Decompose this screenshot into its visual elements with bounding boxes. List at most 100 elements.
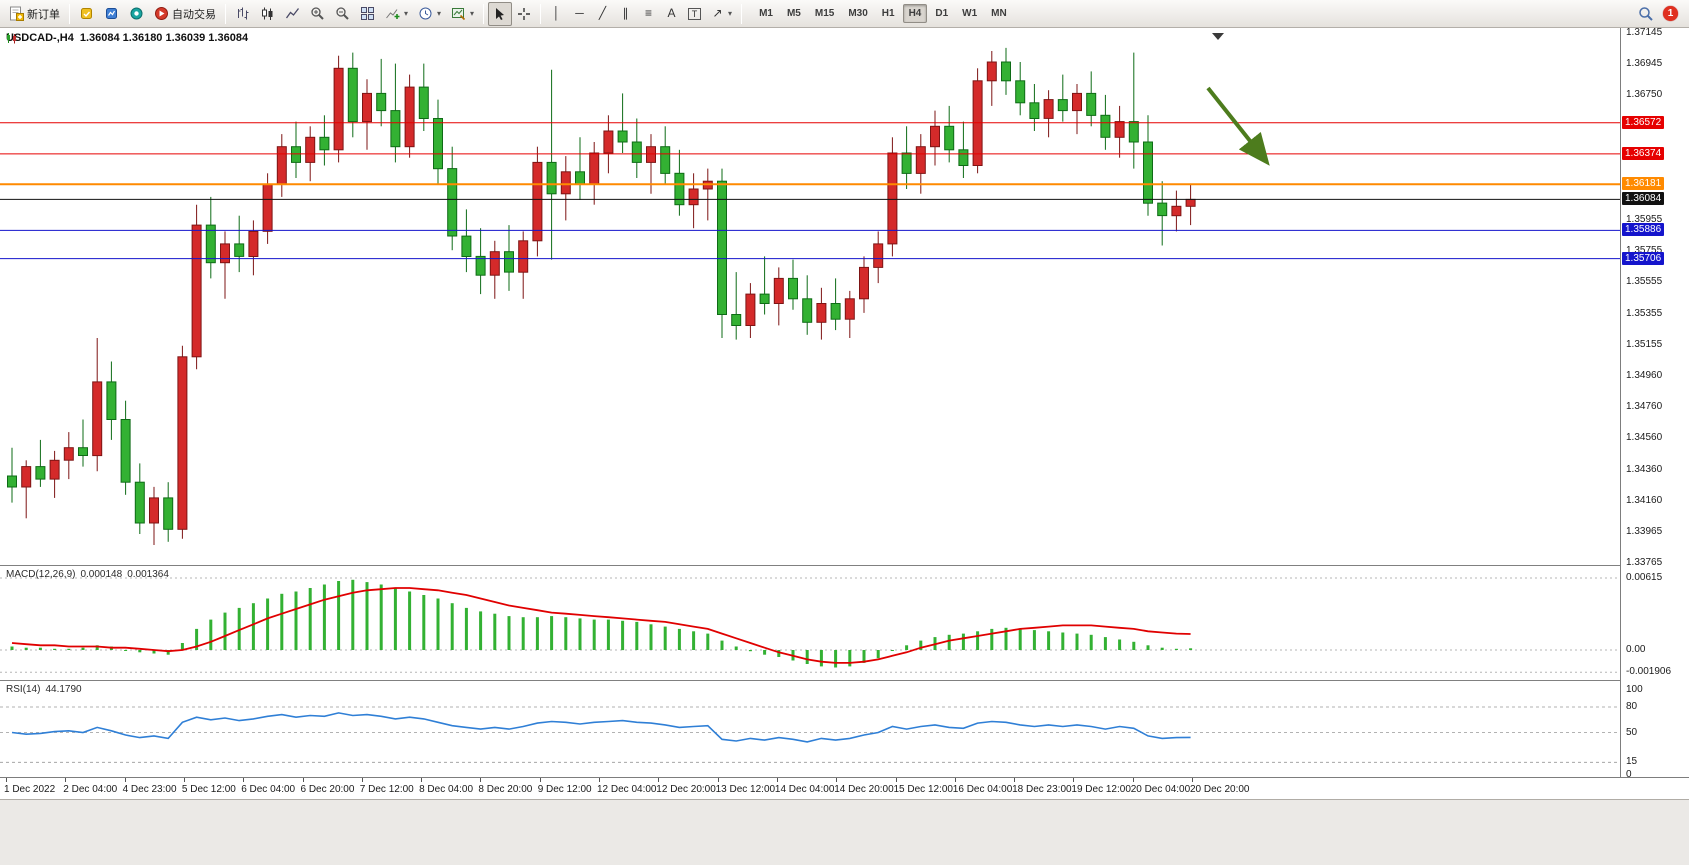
- zoom-out-button[interactable]: [330, 2, 355, 26]
- macd-axis-label: -0.001906: [1626, 666, 1672, 678]
- tile-windows-button[interactable]: [355, 2, 380, 26]
- toolbar-separator: [741, 3, 743, 24]
- dropdown-caret-icon[interactable]: ▾: [470, 9, 475, 18]
- auto-trading-button[interactable]: 自动交易: [149, 2, 221, 26]
- macd-panel[interactable]: MACD(12,26,9) 0.000148 0.001364: [0, 566, 1620, 681]
- timeframe-H4[interactable]: H4: [902, 4, 928, 23]
- current-price-badge: 1.36084: [1622, 192, 1665, 206]
- dropdown-caret-icon[interactable]: ▾: [404, 9, 409, 18]
- time-tick: [1073, 778, 1075, 782]
- channel-icon: ∥: [622, 6, 629, 20]
- time-tick: [302, 778, 304, 782]
- macd-name: MACD(12,26,9): [6, 569, 76, 580]
- templates-button[interactable]: ▾: [446, 2, 479, 26]
- crosshair-icon: [518, 7, 531, 20]
- horizontal-line-icon: ─: [575, 6, 584, 20]
- timeframe-group: M1 M5 M15 M30 H1 H4 D1 W1 MN: [752, 4, 1014, 23]
- time-axis-label: 5 Dec 12:00: [181, 784, 236, 795]
- time-tick: [776, 778, 778, 782]
- rsi-value: 44.1790: [45, 684, 82, 695]
- trend-arrow-annotation: [1206, 86, 1270, 166]
- time-tick: [65, 778, 67, 782]
- timeframe-MN[interactable]: MN: [991, 8, 1007, 19]
- line-chart-button[interactable]: [280, 2, 305, 26]
- time-tick: [717, 778, 719, 782]
- timeframe-H1[interactable]: H1: [881, 8, 895, 19]
- dropdown-caret-icon[interactable]: ▾: [728, 9, 733, 18]
- panel-separator[interactable]: [0, 563, 1689, 567]
- toolbar-separator: [540, 3, 542, 24]
- price-axis-label: 1.34160: [1626, 495, 1663, 507]
- rsi-chart: [0, 706, 1620, 763]
- timeframe-M1[interactable]: M1: [759, 8, 773, 19]
- arrows-button[interactable]: ↗ ▾: [706, 2, 737, 26]
- timeframe-M5[interactable]: M5: [786, 8, 801, 19]
- time-axis-label: 4 Dec 23:00: [122, 784, 177, 795]
- text-label-icon: T: [688, 7, 702, 20]
- metaeditor-button[interactable]: [74, 2, 99, 26]
- periods-button[interactable]: ▾: [413, 2, 446, 26]
- text-button[interactable]: A: [660, 2, 683, 26]
- zoom-in-button[interactable]: [305, 2, 330, 26]
- time-tick: [6, 778, 7, 782]
- time-axis-label: 8 Dec 04:00: [419, 784, 474, 795]
- text-label-button[interactable]: T: [683, 2, 706, 26]
- horizontal-line-button[interactable]: ─: [568, 2, 591, 26]
- timeframe-M30[interactable]: M30: [848, 8, 868, 19]
- search-icon[interactable]: [1638, 6, 1654, 22]
- dropdown-caret-icon[interactable]: ▾: [437, 9, 442, 18]
- time-axis-label: 7 Dec 12:00: [359, 784, 414, 795]
- time-axis-label: 1 Dec 2022: [4, 784, 56, 795]
- rsi-panel[interactable]: RSI(14) 44.1790: [0, 681, 1620, 777]
- crosshair-button[interactable]: [512, 2, 536, 26]
- level-price-badge: 1.36374: [1622, 146, 1665, 160]
- time-axis-label: 2 Dec 04:00: [63, 784, 118, 795]
- time-axis[interactable]: 1 Dec 2022 2 Dec 04:00 4 Dec 23:00 5 Dec 12…: [0, 777, 1689, 800]
- macd-label: MACD(12,26,9) 0.000148 0.001364: [6, 569, 169, 580]
- timeframe-M15[interactable]: M15: [814, 8, 835, 19]
- ohlc-readout: 1.36084 1.36180 1.36039 1.36084: [79, 32, 249, 44]
- channel-button[interactable]: ∥: [614, 2, 637, 26]
- rsi-name: RSI(14): [6, 684, 41, 695]
- indicators-icon: [386, 9, 400, 19]
- time-tick: [243, 778, 245, 782]
- community-button[interactable]: [124, 2, 149, 26]
- time-axis-label: 6 Dec 04:00: [241, 784, 296, 795]
- symbol-period: USDCAD-,H4: [6, 32, 74, 44]
- candlestick-chart-button[interactable]: [255, 2, 280, 26]
- time-tick: [421, 778, 423, 782]
- toolbar-separator: [483, 3, 485, 24]
- cursor-button[interactable]: [488, 1, 513, 26]
- macd-main-value: 0.000148: [80, 569, 123, 580]
- notification-badge[interactable]: 1: [1663, 6, 1678, 21]
- time-axis-label: 20 Dec 04:00: [1130, 784, 1191, 795]
- new-order-button[interactable]: 新订单: [4, 2, 65, 26]
- cursor-arrow-icon: [496, 7, 505, 20]
- time-axis-label: 8 Dec 20:00: [478, 784, 533, 795]
- time-tick: [658, 778, 660, 782]
- level-price-badge: 1.36572: [1622, 115, 1665, 129]
- price-axis-label: 1.36750: [1626, 88, 1663, 100]
- new-order-label: 新订单: [27, 8, 60, 21]
- trendline-button[interactable]: ╱: [591, 2, 614, 26]
- time-axis-label: 18 Dec 23:00: [1012, 784, 1072, 795]
- timeframe-W1[interactable]: W1: [962, 8, 978, 19]
- line-chart-icon: [285, 8, 300, 19]
- price-axis-label: 1.35955: [1626, 213, 1663, 225]
- time-axis-label: 12 Dec 04:00: [597, 784, 657, 795]
- zoom-out-icon: [336, 7, 349, 20]
- market-button[interactable]: [99, 2, 124, 26]
- rsi-axis-label: 80: [1626, 701, 1638, 712]
- candlestick-chart[interactable]: [0, 28, 1620, 565]
- price-axis[interactable]: 1.371451.369451.367501.365501.363501.361…: [1620, 27, 1689, 780]
- indicators-button[interactable]: ▾: [380, 2, 413, 26]
- fibonacci-button[interactable]: ≡: [637, 2, 660, 26]
- zoom-in-icon: [311, 7, 324, 20]
- main-chart-panel[interactable]: USDCAD-,H4 1.36084 1.36180 1.36039 1.360…: [0, 28, 1620, 566]
- timeframe-D1[interactable]: D1: [935, 8, 949, 19]
- community-icon: [130, 7, 143, 20]
- time-tick: [539, 778, 541, 782]
- panel-separator[interactable]: [0, 679, 1689, 683]
- vertical-line-button[interactable]: │: [545, 2, 568, 26]
- bar-chart-button[interactable]: [230, 2, 255, 26]
